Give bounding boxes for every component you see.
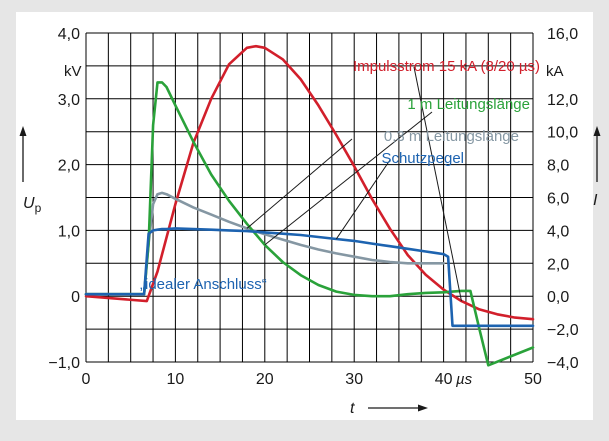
legend-label-schutzpegel: Schutzpegel (381, 150, 464, 167)
y-right-tick-label: 16,0 (547, 26, 578, 43)
y-left-tick-label: 0 (71, 289, 80, 306)
y-left-tick-label: −1,0 (48, 355, 80, 372)
leader-line (335, 159, 391, 240)
y-right-tick-label: 4,0 (547, 223, 569, 240)
y-right-tick-label: 2,0 (547, 256, 569, 273)
y-right-tick-label: 0,0 (547, 289, 569, 306)
left-axis-unit: kV (64, 63, 82, 80)
leader-lines (246, 66, 462, 302)
y-right-tick-label: 12,0 (547, 92, 578, 109)
y-left-tick-label: 1,0 (58, 223, 80, 240)
y-right-tick-label: 10,0 (547, 125, 578, 142)
right-axis-label: I (593, 192, 598, 209)
x-tick-label: 30 (345, 371, 363, 388)
legend-label-impulsstrom: Impulsstrom 15 kA (8/20 µs) (353, 58, 540, 75)
axes-text: kV kA Up I µs t (19, 63, 601, 417)
left-axis-label: Up (23, 195, 42, 215)
x-axis-arrow (368, 404, 428, 412)
chart-panel (16, 12, 593, 420)
series-schutzpegel (84, 227, 535, 328)
tick-labels: 0 10 20 30 40 50−1,001,02,03,04,0−4,0−2,00,02… (48, 26, 578, 388)
legend-label-03m: 0,3 m Leitungslänge (384, 128, 519, 145)
x-tick-label: 10 (167, 371, 185, 388)
y-left-tick-label: 2,0 (58, 158, 80, 175)
right-axis-arrow (593, 126, 601, 182)
x-axis-label: t (350, 400, 355, 417)
y-right-tick-label: 6,0 (547, 191, 569, 208)
series-labels: Impulsstrom 15 kA (8/20 µs) 1 m Leitungs… (140, 58, 540, 293)
x-tick-label: 0 (82, 371, 91, 388)
y-right-tick-label: −4,0 (547, 355, 579, 372)
leader-line (413, 66, 462, 302)
y-left-tick-label: 3,0 (58, 92, 80, 109)
left-axis-arrow (19, 126, 27, 182)
chart-grid (85, 32, 534, 363)
legend-label-1m: 1 m Leitungslänge (407, 96, 530, 113)
leader-line (246, 138, 353, 229)
series-1m-leitungslaenge (84, 81, 535, 367)
y-right-tick-label: 8,0 (547, 158, 569, 175)
x-axis-unit: µs (456, 371, 473, 388)
y-left-tick-label: 4,0 (58, 26, 80, 43)
leader-line (264, 111, 433, 246)
right-axis-unit: kA (546, 63, 564, 80)
x-tick-label: 50 (524, 371, 542, 388)
x-tick-label: 40 (435, 371, 453, 388)
annotation-idealer-anschluss: „idealer Anschluss“ (140, 276, 267, 293)
x-tick-label: 20 (256, 371, 274, 388)
y-right-tick-label: −2,0 (547, 322, 579, 339)
